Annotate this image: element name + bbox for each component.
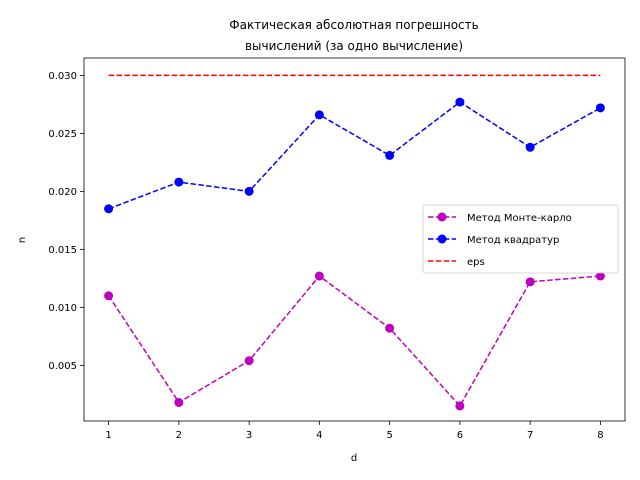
x-tick-label: 6: [457, 430, 463, 441]
x-tick-label: 2: [176, 430, 182, 441]
series-0-point: [244, 356, 254, 366]
series-1-point: [314, 110, 324, 120]
x-axis: 1 2 3 4 5 6 7 8: [105, 421, 604, 441]
series-0-point: [174, 397, 184, 407]
series-1-point: [455, 97, 465, 107]
chart-title-line-2: вычислений (за одно вычисление): [245, 39, 463, 53]
series-1-point: [244, 186, 254, 196]
series-1-point: [385, 150, 395, 160]
y-axis: 0.005 0.010 0.015 0.020 0.025 0.030: [48, 71, 84, 372]
x-tick-label: 4: [316, 430, 322, 441]
legend: Метод Монте-карло Метод квадратур eps: [422, 204, 619, 274]
series-0-point: [314, 271, 324, 281]
y-tick-label: 0.015: [48, 245, 77, 256]
y-tick-label: 0.025: [48, 129, 77, 140]
series-0-point: [104, 291, 114, 301]
legend-swatch-marker: [437, 234, 447, 244]
series-line-1: [108, 101, 601, 210]
x-tick-label: 3: [246, 430, 252, 441]
chart-title-line-1: Фактическая абсолютная погрешность: [229, 18, 478, 32]
x-tick-label: 1: [105, 430, 111, 441]
series-0-point: [385, 323, 395, 333]
y-tick-label: 0.030: [48, 71, 77, 82]
series-1-point: [595, 103, 605, 113]
series-0-point: [595, 271, 605, 281]
series-0-point: [525, 277, 535, 287]
legend-swatch-marker: [437, 212, 447, 222]
y-tick-label: 0.005: [48, 361, 77, 372]
y-tick-label: 0.020: [48, 187, 77, 198]
plot-area-frame: [83, 57, 626, 422]
y-axis-label: n: [17, 237, 28, 243]
legend-box: [422, 204, 619, 274]
series-1-point: [525, 142, 535, 152]
series-1-point: [104, 204, 114, 214]
x-tick-label: 7: [527, 430, 533, 441]
legend-label: Метод Монте-карло: [467, 213, 572, 224]
series-1-point: [174, 177, 184, 187]
series-0-point: [455, 401, 465, 411]
plot-lines: [107, 74, 601, 408]
plot-markers: [104, 97, 605, 411]
y-tick-label: 0.010: [48, 303, 77, 314]
x-tick-label: 5: [386, 430, 392, 441]
x-tick-label: 8: [597, 430, 603, 441]
x-axis-label: d: [351, 453, 357, 464]
legend-label: eps: [467, 257, 485, 268]
legend-label: Метод квадратур: [467, 235, 559, 246]
